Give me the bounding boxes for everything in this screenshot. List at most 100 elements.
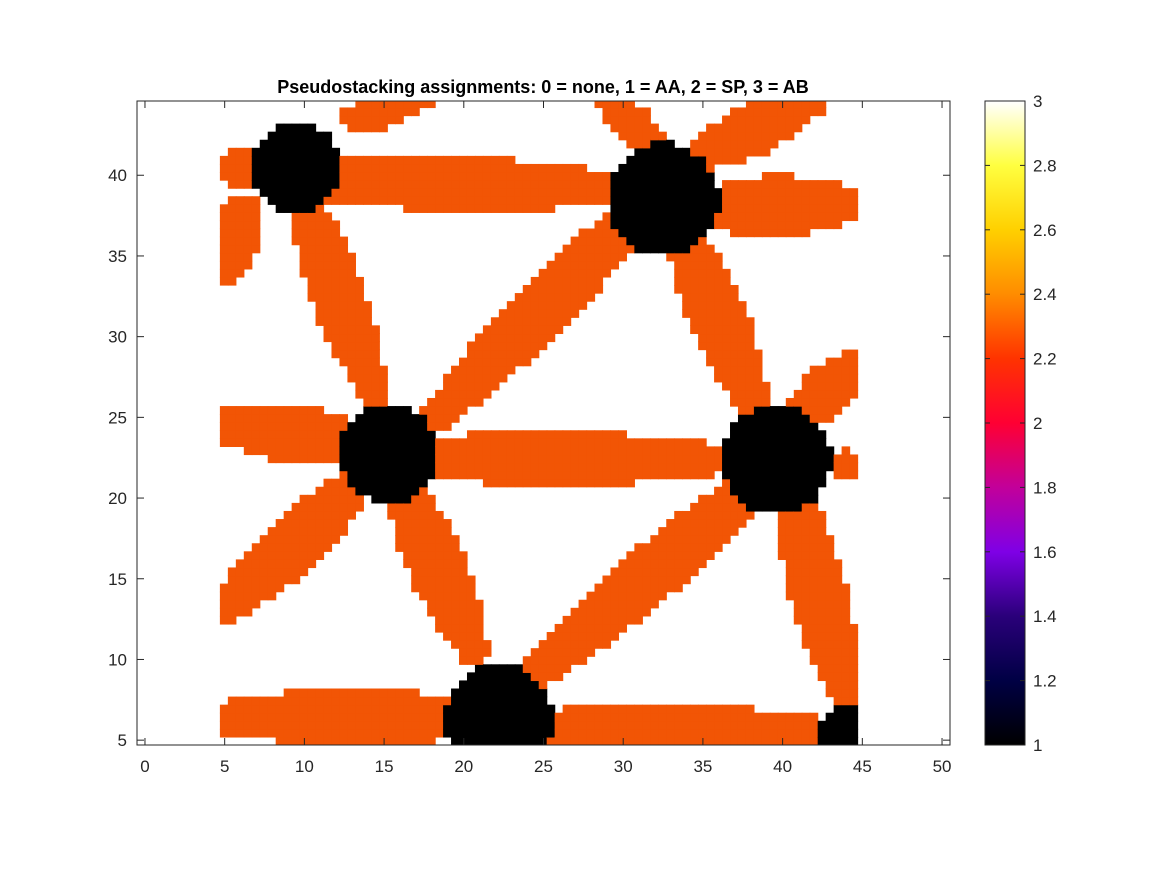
heatmap-cell-sp [722,115,731,125]
heatmap-cell-aa [395,462,404,472]
heatmap-cell-sp [451,389,460,399]
heatmap-cell-sp [347,728,356,738]
heatmap-cell-sp [809,567,819,577]
heatmap-cell-sp [666,567,675,577]
heatmap-cell-sp [769,736,779,745]
heatmap-cell-sp [753,115,763,125]
heatmap-cell-aa [753,406,763,415]
heatmap-cell-sp [315,446,325,456]
heatmap-cell-aa [291,180,301,189]
heatmap-cell-sp [793,196,803,205]
heatmap-cell-sp [466,381,476,391]
heatmap-cell-sp [769,180,779,189]
heatmap-cell-aa [626,228,635,238]
heatmap-cell-sp [586,285,596,294]
heatmap-cell-sp [554,188,564,197]
heatmap-cell-sp [307,494,317,504]
heatmap-cell-sp [722,712,731,722]
x-tick-label: 15 [375,757,394,776]
heatmap-cell-sp [331,293,341,302]
heatmap-cell-sp [841,672,851,682]
heatmap-cell-aa [817,454,827,464]
heatmap-cell-sp [427,163,436,173]
heatmap-cell-sp [227,422,237,431]
heatmap-cell-sp [690,268,699,278]
heatmap-cell-sp [825,196,835,205]
heatmap-cell-sp [618,704,627,714]
heatmap-cell-aa [283,204,293,213]
heatmap-cell-sp [809,414,819,423]
heatmap-cell-sp [546,196,556,205]
heatmap-cell-aa [666,180,675,189]
heatmap-cell-sp [833,623,843,633]
heatmap-cell-sp [801,228,811,238]
heatmap-cell-sp [570,252,580,262]
heatmap-cell-sp [411,704,420,714]
heatmap-cell-sp [745,389,755,399]
heatmap-cell-sp [578,244,588,254]
heatmap-cell-aa [618,196,627,205]
heatmap-cell-aa [259,188,269,197]
heatmap-cell-aa [737,422,747,431]
heatmap-cell-sp [490,349,500,359]
heatmap-cell-sp [602,720,612,730]
heatmap-cell-aa [777,422,787,431]
heatmap-cell-sp [443,196,452,205]
heatmap-cell-aa [626,236,635,246]
heatmap-cell-sp [634,559,643,569]
colorbar-tick-label: 1.4 [1033,607,1057,626]
heatmap-cell-aa [626,155,635,165]
heatmap-cell-sp [610,244,620,254]
heatmap-cell-sp [259,422,269,431]
heatmap-cell-aa [801,446,811,456]
heatmap-cell-sp [730,317,739,326]
heatmap-cell-aa [809,462,819,472]
heatmap-cell-aa [682,228,691,238]
heatmap-cell-sp [642,543,651,552]
heatmap-cell-sp [753,123,763,133]
heatmap-cell-sp [251,228,261,238]
heatmap-cell-sp [682,462,691,472]
heatmap-cell-sp [315,688,325,698]
heatmap-cell-sp [634,107,643,117]
heatmap-cell-sp [785,527,795,536]
heatmap-cell-sp [339,414,349,423]
heatmap-cell-sp [642,736,651,745]
heatmap-cell-sp [682,559,691,569]
heatmap-cell-sp [618,736,627,745]
heatmap-cell-sp [745,123,755,133]
heatmap-cell-sp [817,648,827,657]
heatmap-cell-sp [275,720,285,730]
heatmap-cell-sp [363,172,372,181]
heatmap-cell-sp [594,736,604,745]
heatmap-cell-sp [658,462,667,472]
heatmap-cell-aa [379,462,388,472]
heatmap-cell-sp [459,462,468,472]
heatmap-cell-sp [706,470,715,480]
heatmap-cell-sp [745,406,755,415]
heatmap-cell-aa [642,212,651,222]
heatmap-cell-sp [841,454,851,464]
heatmap-cell-aa [777,454,787,464]
heatmap-cell-sp [339,107,349,117]
heatmap-cell-sp [419,163,428,173]
heatmap-cell-sp [562,478,572,488]
heatmap-cell-aa [753,414,763,423]
heatmap-cell-sp [690,510,699,520]
heatmap-cell-sp [722,519,731,528]
heatmap-cell-aa [411,438,420,447]
heatmap-cell-sp [658,567,667,577]
heatmap-cell-sp [817,212,827,222]
heatmap-cell-sp [849,470,859,480]
heatmap-cell-sp [323,535,333,544]
heatmap-cell-sp [427,567,436,577]
heatmap-cell-sp [602,728,612,738]
heatmap-cell-sp [530,478,540,488]
heatmap-cell-sp [817,107,827,117]
heatmap-cell-sp [443,696,452,706]
heatmap-cell-sp [459,397,468,407]
heatmap-cell-aa [466,728,476,738]
heatmap-cell-sp [761,131,771,141]
heatmap-cell-sp [634,720,643,730]
heatmap-cell-aa [283,155,293,165]
